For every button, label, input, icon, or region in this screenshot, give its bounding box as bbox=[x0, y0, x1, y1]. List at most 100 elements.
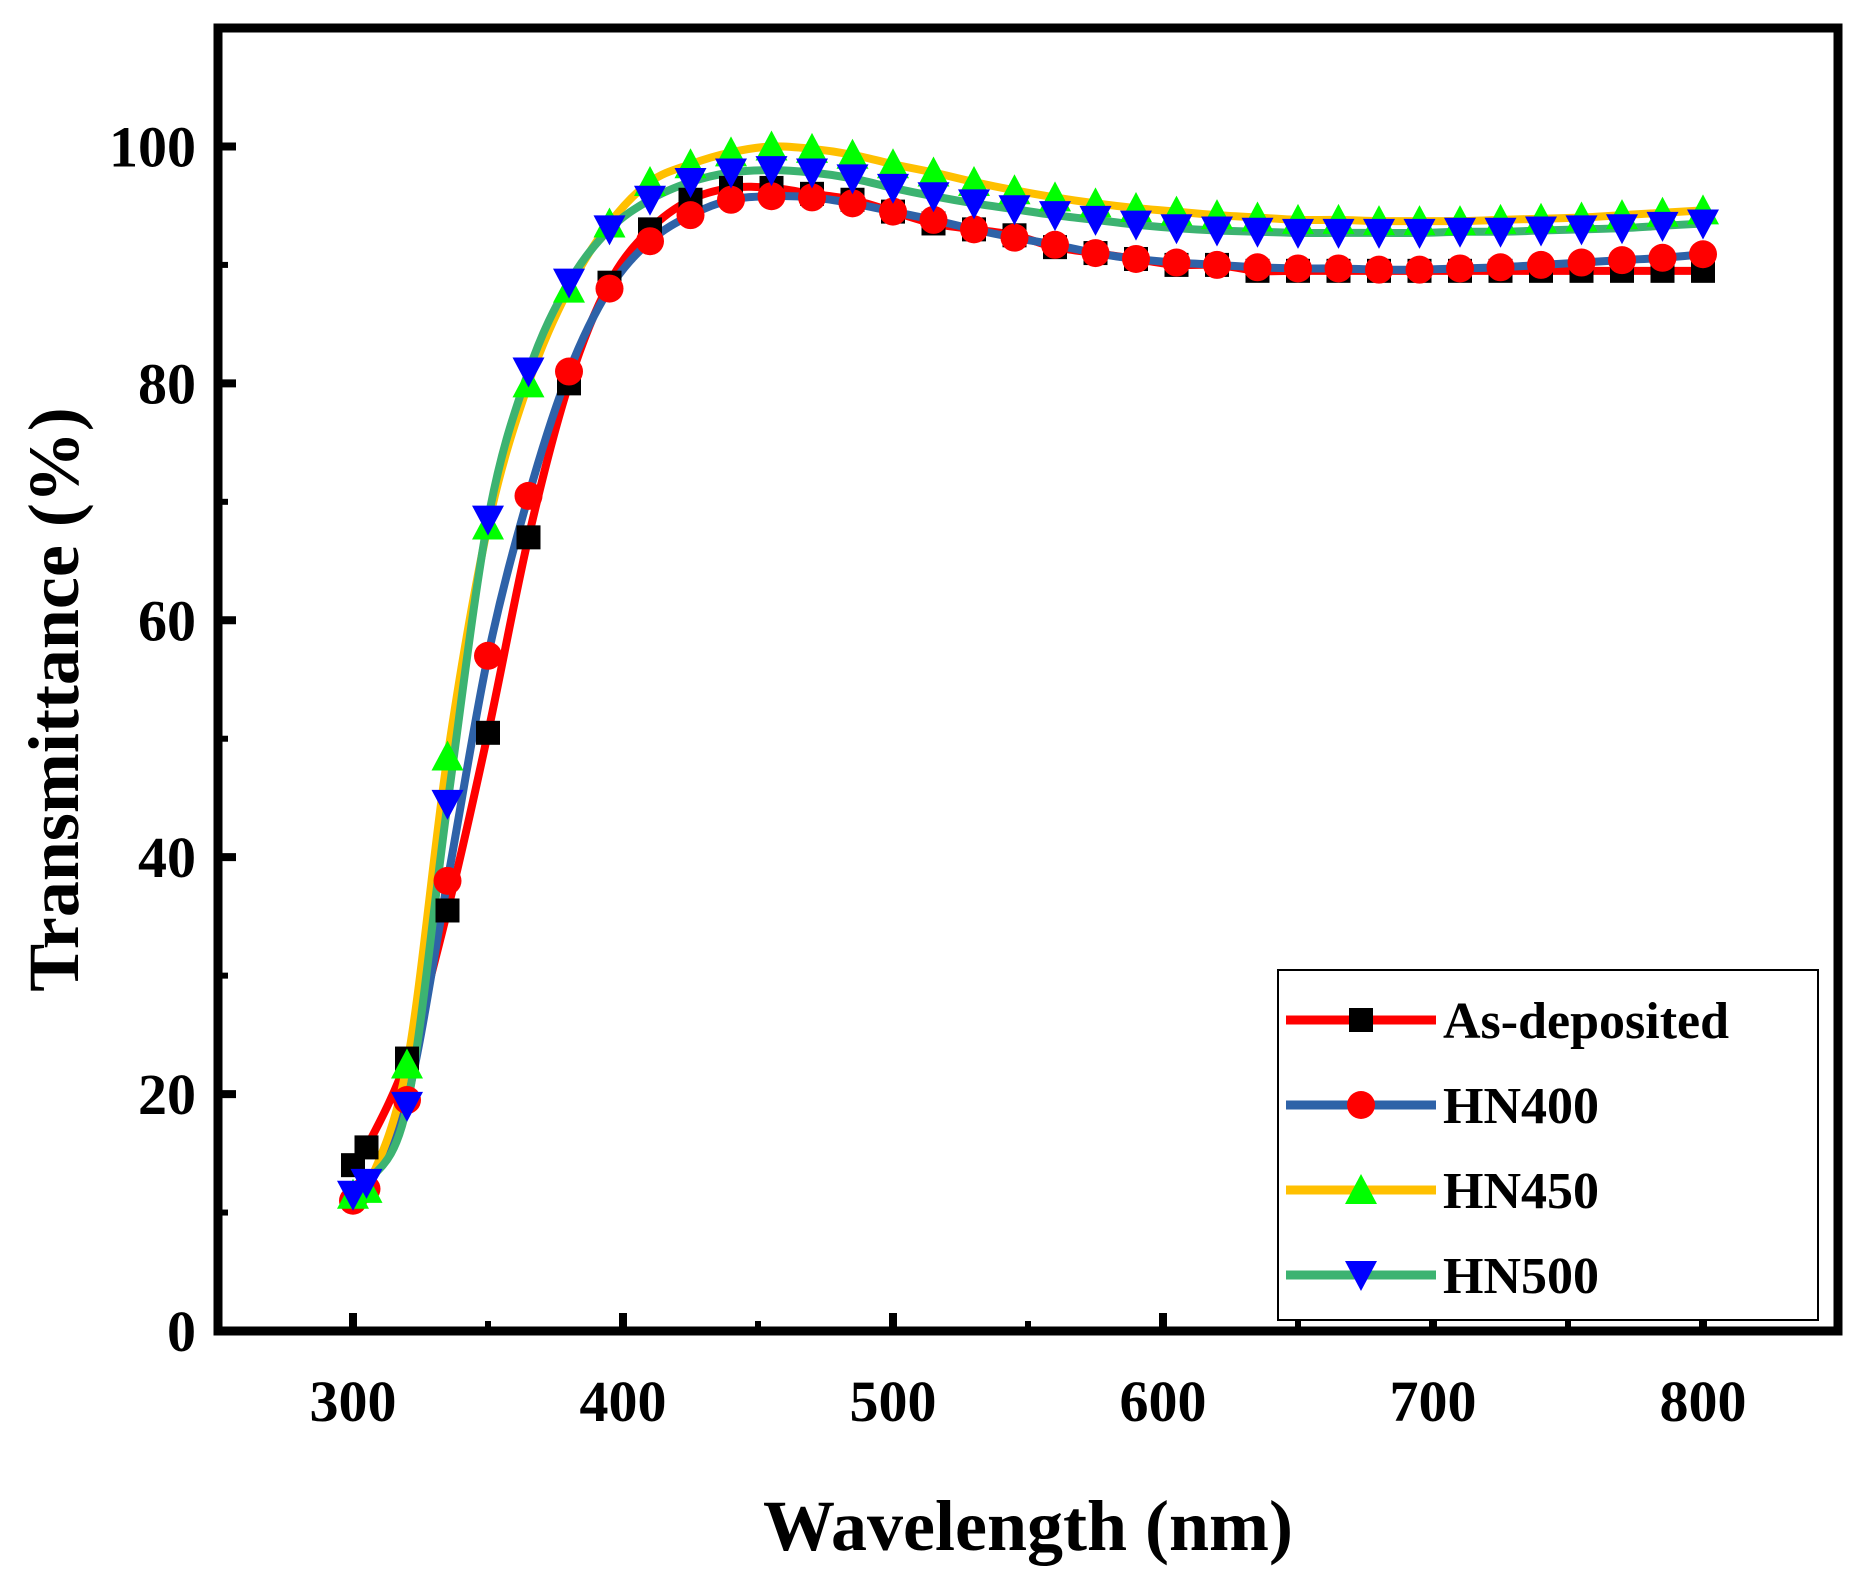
data-point-hn450 bbox=[917, 156, 950, 187]
data-point-as-deposited bbox=[516, 525, 541, 550]
data-point-hn400 bbox=[1365, 255, 1393, 284]
legend-label-as-deposited: As-deposited bbox=[1443, 993, 1729, 1050]
data-point-as-deposited bbox=[476, 720, 500, 745]
x-tick-label: 400 bbox=[580, 1369, 667, 1434]
data-point-hn500 bbox=[1241, 217, 1274, 248]
data-point-hn500 bbox=[1565, 215, 1598, 246]
y-tick-label: 80 bbox=[138, 351, 196, 416]
data-point-hn400 bbox=[474, 641, 502, 670]
data-point-hn500 bbox=[1525, 216, 1557, 247]
x-tick-label: 600 bbox=[1120, 1369, 1207, 1434]
data-point-hn400 bbox=[514, 481, 543, 510]
data-point-hn500 bbox=[1322, 218, 1355, 249]
data-point-hn500 bbox=[1039, 201, 1071, 232]
data-point-hn500 bbox=[998, 195, 1031, 226]
data-point-hn500 bbox=[1484, 217, 1517, 248]
data-point-hn450 bbox=[391, 1048, 423, 1079]
data-point-hn400 bbox=[1081, 239, 1110, 268]
y-axis-title: Transmittance (%) bbox=[14, 407, 94, 992]
data-point-hn450 bbox=[958, 165, 990, 196]
data-point-hn400 bbox=[636, 227, 664, 256]
data-point-hn400 bbox=[1527, 250, 1555, 279]
legend-item-hn500: HN500 bbox=[1286, 1248, 1599, 1305]
data-point-hn400 bbox=[757, 182, 786, 211]
data-point-hn500 bbox=[877, 173, 909, 204]
legend-item-hn400: HN400 bbox=[1286, 1078, 1599, 1135]
data-point-hn400 bbox=[1648, 243, 1677, 272]
data-point-hn500 bbox=[796, 158, 828, 189]
data-point-hn400 bbox=[1324, 254, 1353, 283]
y-tick-label: 100 bbox=[109, 114, 196, 179]
data-point-hn500 bbox=[391, 1091, 423, 1122]
data-point-hn500 bbox=[755, 156, 788, 187]
x-tick-label: 300 bbox=[310, 1369, 397, 1434]
data-point-hn400 bbox=[1284, 254, 1312, 283]
legend-marker-hn450 bbox=[1345, 1174, 1377, 1204]
legend-label-hn400: HN400 bbox=[1443, 1078, 1599, 1135]
data-point-hn450 bbox=[877, 148, 909, 179]
data-point-hn500 bbox=[1687, 209, 1719, 240]
data-point-hn500 bbox=[1160, 214, 1193, 245]
data-point-hn400 bbox=[1162, 248, 1191, 277]
data-point-hn400 bbox=[1405, 255, 1434, 284]
data-point-hn500 bbox=[593, 215, 626, 246]
data-point-hn400 bbox=[879, 197, 907, 226]
data-point-hn500 bbox=[1646, 211, 1679, 242]
legend-marker-as-deposited bbox=[1349, 1008, 1373, 1032]
data-point-hn400 bbox=[676, 201, 705, 230]
legend-marker-hn400 bbox=[1347, 1091, 1375, 1119]
legend-label-hn450: HN450 bbox=[1443, 1163, 1599, 1220]
series-markers-hn400 bbox=[339, 182, 1717, 1215]
series-markers-hn500 bbox=[337, 156, 1719, 1211]
x-tick-label: 500 bbox=[850, 1369, 937, 1434]
legend-item-as-deposited: As-deposited bbox=[1286, 993, 1729, 1050]
data-point-hn400 bbox=[595, 274, 624, 303]
y-tick-label: 40 bbox=[138, 825, 196, 890]
data-point-hn400 bbox=[1689, 240, 1717, 269]
legend-marker-hn500 bbox=[1345, 1261, 1377, 1291]
data-point-hn500 bbox=[836, 164, 869, 195]
data-point-hn500 bbox=[634, 185, 666, 216]
y-tick-label: 60 bbox=[138, 588, 196, 653]
legend-label-hn500: HN500 bbox=[1443, 1248, 1599, 1305]
data-point-hn500 bbox=[1363, 218, 1395, 249]
data-point-hn400 bbox=[1041, 230, 1069, 259]
data-point-hn500 bbox=[431, 789, 464, 820]
data-point-hn500 bbox=[1282, 218, 1314, 249]
data-point-hn400 bbox=[960, 215, 988, 244]
legend-item-hn450: HN450 bbox=[1286, 1163, 1599, 1220]
data-point-hn450 bbox=[836, 138, 869, 169]
data-point-hn450 bbox=[796, 132, 828, 163]
data-point-hn400 bbox=[1446, 254, 1474, 283]
data-point-hn400 bbox=[555, 357, 583, 386]
data-point-hn400 bbox=[433, 866, 462, 895]
legend: As-deposited HN400 HN450 HN500 bbox=[1277, 969, 1819, 1321]
data-point-hn500 bbox=[472, 505, 504, 536]
data-point-hn500 bbox=[350, 1168, 383, 1199]
x-axis-title: Wavelength (nm) bbox=[763, 1486, 1293, 1566]
data-point-hn400 bbox=[1203, 250, 1231, 279]
data-point-hn400 bbox=[1567, 248, 1596, 277]
data-point-hn450 bbox=[755, 130, 788, 161]
data-point-hn400 bbox=[919, 205, 948, 234]
x-tick-label: 700 bbox=[1390, 1369, 1477, 1434]
series-markers-group bbox=[337, 130, 1719, 1215]
data-point-hn500 bbox=[1079, 205, 1112, 236]
y-tick-label: 0 bbox=[167, 1299, 196, 1364]
y-tick-labels: 0 20 40 60 80 100 bbox=[109, 114, 196, 1364]
x-tick-labels: 300 400 500 600 700 800 bbox=[310, 1369, 1747, 1434]
data-point-hn400 bbox=[1243, 253, 1272, 282]
data-point-hn500 bbox=[553, 268, 585, 299]
data-point-hn500 bbox=[917, 182, 950, 213]
y-tick-label: 20 bbox=[138, 1062, 196, 1127]
axis-ticks-group bbox=[218, 142, 1707, 1335]
data-point-hn400 bbox=[1608, 246, 1636, 275]
data-point-hn450 bbox=[431, 740, 464, 771]
data-point-hn400 bbox=[838, 189, 867, 218]
data-point-as-deposited bbox=[354, 1135, 379, 1160]
data-point-hn500 bbox=[1606, 214, 1638, 245]
x-tick-label: 800 bbox=[1660, 1369, 1747, 1434]
data-point-hn500 bbox=[1444, 217, 1476, 248]
data-point-hn400 bbox=[717, 185, 745, 214]
